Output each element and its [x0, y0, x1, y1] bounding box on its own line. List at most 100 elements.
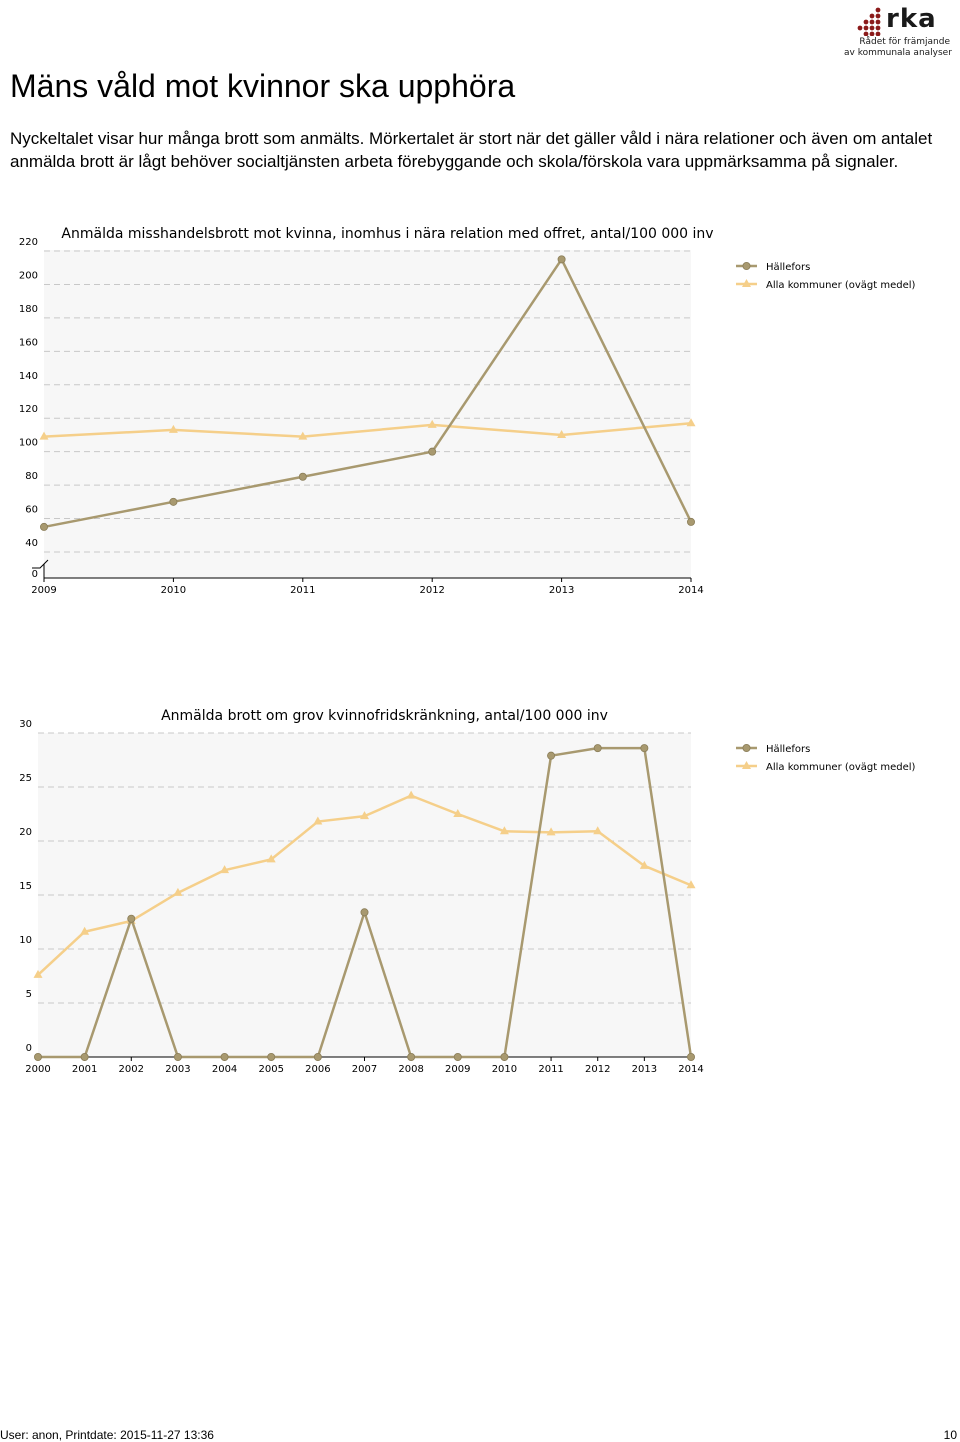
point-h-llefors-2010 — [169, 497, 178, 506]
chart-svg: Anmälda misshandelsbrott mot kvinna, ino… — [19, 226, 916, 596]
x-tick-label: 2004 — [212, 1064, 237, 1075]
point-h-llefors-2011 — [298, 472, 307, 481]
point-h-llefors-2009 — [453, 1052, 462, 1061]
point-h-llefors-2004 — [220, 1052, 229, 1061]
y-tick-label: 20 — [19, 827, 32, 838]
legend-label-alla-kommuner-ov-gt-medel: Alla kommuner (ovägt medel) — [766, 762, 916, 773]
x-tick-label: 2006 — [305, 1064, 330, 1075]
x-tick-label: 2002 — [119, 1064, 144, 1075]
y-tick-label: 180 — [19, 304, 38, 315]
y-tick-label: 10 — [19, 935, 32, 946]
point-h-llefors-2013 — [640, 744, 649, 753]
point-h-llefors-2005 — [267, 1052, 276, 1061]
point-h-llefors-2011 — [547, 751, 556, 760]
y-tick-label: 160 — [19, 337, 38, 348]
legend-circle-icon — [742, 744, 751, 753]
y-tick-label: 200 — [19, 270, 38, 281]
x-tick-label: 2014 — [678, 585, 703, 596]
point-h-llefors-2008 — [407, 1052, 416, 1061]
plot-area — [44, 250, 691, 578]
point-h-llefors-2012 — [593, 744, 602, 753]
point-alla-kommuner-ov-gt-medel-2004 — [220, 865, 230, 874]
point-h-llefors-2014 — [687, 1052, 696, 1061]
logo-tagline-1: Rådet för främjande — [859, 37, 950, 47]
point-alla-kommuner-ov-gt-medel-2010 — [499, 826, 509, 835]
point-alla-kommuner-ov-gt-medel-2013 — [639, 860, 649, 869]
series-line-alla-kommuner-ov-gt-medel — [43, 421, 692, 438]
chart-title: Anmälda brott om grov kvinnofridskränkni… — [161, 708, 608, 724]
point-alla-kommuner-ov-gt-medel-2009 — [453, 809, 463, 817]
legend-triangle-icon — [742, 279, 751, 287]
y-tick-label: 40 — [25, 538, 38, 549]
point-alla-kommuner-ov-gt-medel-2013 — [557, 429, 567, 438]
point-h-llefors-2013 — [557, 255, 566, 264]
point-h-llefors-2007 — [360, 908, 369, 917]
y-tick-label: 100 — [19, 438, 38, 449]
point-h-llefors-2010 — [500, 1052, 509, 1061]
intro-text: Nyckeltalet visar hur många brott som an… — [10, 129, 933, 171]
footer-user-printdate: User: anon, Printdate: 2015-11-27 13:36 — [0, 1428, 214, 1442]
page-title: Mäns våld mot kvinnor ska upphöra — [10, 68, 516, 104]
point-alla-kommuner-ov-gt-medel-2012 — [427, 419, 437, 428]
x-tick-label: 2012 — [585, 1064, 610, 1075]
y-tick-label: 0 — [32, 569, 38, 580]
x-tick-label: 2001 — [72, 1064, 97, 1075]
point-alla-kommuner-ov-gt-medel-2001 — [80, 926, 90, 935]
print-footer: User: anon, Printdate: 2015-11-27 13:36 … — [0, 1429, 960, 1442]
y-tick-label: 30 — [19, 719, 32, 730]
point-alla-kommuner-ov-gt-medel-2011 — [546, 827, 556, 836]
x-tick-label: 2000 — [25, 1064, 50, 1075]
series-line-h-llefors — [43, 258, 693, 529]
logo-tagline-2: av kommunala analyser — [844, 48, 952, 58]
y-tick-label: 80 — [25, 471, 38, 482]
point-h-llefors-2001 — [80, 1052, 89, 1061]
rka-logo: rka Rådet för främjande av kommunala ana… — [842, 4, 954, 58]
legend-label-alla-kommuner-ov-gt-medel: Alla kommuner (ovägt medel) — [766, 280, 916, 291]
point-alla-kommuner-ov-gt-medel-2014 — [686, 418, 696, 427]
x-tick-label: 2012 — [419, 585, 444, 596]
x-tick-label: 2009 — [31, 585, 56, 596]
x-tick-label: 2014 — [678, 1064, 703, 1075]
axis-break-icon — [32, 559, 49, 569]
legend-label-h-llefors: Hällefors — [766, 744, 810, 755]
legend-label-h-llefors: Hällefors — [766, 262, 810, 273]
legend-triangle-icon — [742, 761, 751, 769]
page-number: 10 — [943, 1428, 957, 1442]
point-h-llefors-2014 — [687, 517, 696, 526]
x-tick-label: 2010 — [161, 585, 186, 596]
y-tick-label: 5 — [26, 989, 32, 1000]
point-alla-kommuner-ov-gt-medel-2006 — [313, 816, 323, 825]
point-h-llefors-2006 — [313, 1052, 322, 1061]
x-tick-label: 2011 — [290, 585, 315, 596]
point-alla-kommuner-ov-gt-medel-2007 — [360, 811, 369, 820]
x-tick-label: 2003 — [165, 1064, 190, 1075]
y-tick-label: 120 — [19, 404, 38, 415]
legend-circle-icon — [742, 262, 751, 271]
point-alla-kommuner-ov-gt-medel-2011 — [298, 431, 308, 440]
point-h-llefors-2003 — [173, 1052, 182, 1061]
point-alla-kommuner-ov-gt-medel-2008 — [406, 790, 416, 799]
point-alla-kommuner-ov-gt-medel-2012 — [593, 826, 603, 835]
point-alla-kommuner-ov-gt-medel-2010 — [168, 424, 178, 433]
point-h-llefors-2002 — [127, 914, 136, 923]
logo-wordmark: rka — [886, 4, 937, 34]
chart-kvinnofridskrankning: Anmälda brott om grov kvinnofridskränkni… — [0, 700, 960, 1090]
x-tick-label: 2008 — [398, 1064, 423, 1075]
y-tick-label: 140 — [19, 371, 38, 382]
y-tick-label: 220 — [19, 237, 38, 248]
point-h-llefors-2012 — [428, 447, 437, 456]
x-tick-label: 2013 — [549, 585, 574, 596]
point-alla-kommuner-ov-gt-medel-2009 — [39, 431, 49, 440]
chart-title: Anmälda misshandelsbrott mot kvinna, ino… — [61, 226, 713, 242]
chart-svg: Anmälda brott om grov kvinnofridskränkni… — [19, 708, 916, 1075]
y-tick-label: 15 — [19, 881, 32, 892]
point-alla-kommuner-ov-gt-medel-2003 — [173, 887, 183, 896]
y-tick-label: 25 — [19, 773, 32, 784]
point-h-llefors-2000 — [34, 1052, 43, 1061]
point-h-llefors-2009 — [40, 522, 49, 531]
x-tick-label: 2007 — [352, 1064, 377, 1075]
point-alla-kommuner-ov-gt-medel-2014 — [686, 880, 696, 889]
x-tick-label: 2005 — [258, 1064, 283, 1075]
y-tick-label: 0 — [26, 1043, 32, 1054]
point-alla-kommuner-ov-gt-medel-2005 — [266, 854, 276, 863]
